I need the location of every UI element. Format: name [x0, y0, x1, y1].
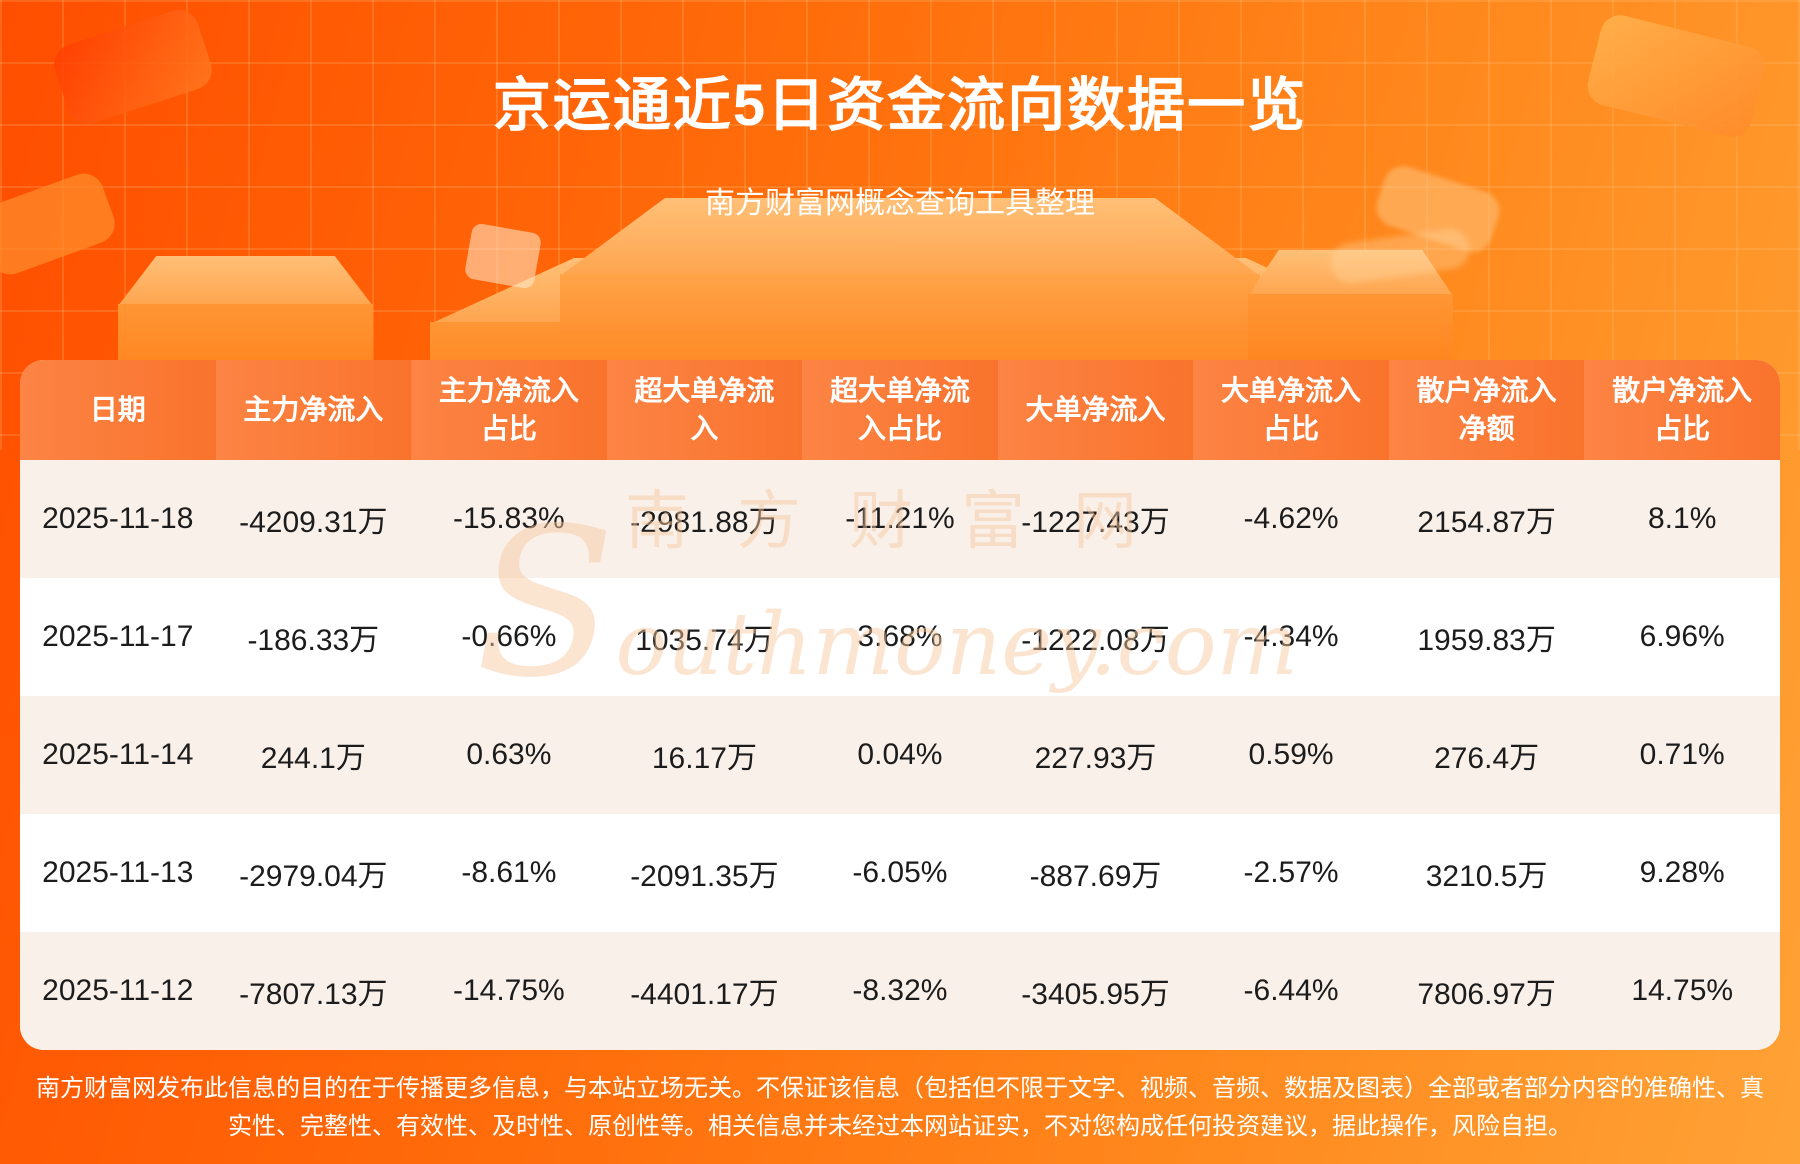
- value-cell: -4.34%: [1243, 620, 1339, 653]
- value-cell: -6.05%: [852, 856, 948, 889]
- value-cell: -1222.08万: [1021, 624, 1170, 657]
- fund-flow-table: 日期 主力净流入 主力净流入占比 超大单净流入 超大单净流入占比 大单净流入 大单净流入占比…: [20, 360, 1780, 1050]
- value-cell: 0.71%: [1639, 738, 1725, 771]
- value-cell: 3.68%: [857, 620, 943, 653]
- table-body: 2025-11-18 -4209.31万 -15.83% -2981.88万 -11.2…: [20, 460, 1780, 1050]
- value-cell: 7806.97万: [1417, 978, 1556, 1011]
- value-cell: 276.4万: [1434, 742, 1540, 775]
- column-header: 大单净流入占比: [1193, 360, 1389, 460]
- disclaimer-text: 南方财富网发布此信息的目的在于传播更多信息，与本站立场无关。不保证该信息（包括但…: [36, 1075, 1764, 1140]
- value-cell: -11.21%: [845, 502, 955, 535]
- column-header: 超大单净流入占比: [802, 360, 998, 460]
- decoration-shape: [463, 222, 543, 290]
- value-cell: -2981.88万: [630, 506, 779, 539]
- value-cell: -2979.04万: [239, 860, 388, 893]
- value-cell: 6.96%: [1639, 620, 1725, 653]
- value-cell: -6.44%: [1243, 974, 1339, 1007]
- podium-center-front-decoration: [560, 274, 1260, 334]
- column-header: 主力净流入: [215, 360, 412, 460]
- value-cell: 16.17万: [651, 742, 757, 775]
- value-cell: 3210.5万: [1425, 860, 1548, 893]
- value-cell: -2.57%: [1243, 856, 1339, 889]
- value-cell: -15.83%: [452, 502, 565, 535]
- value-cell: -887.69万: [1029, 860, 1162, 893]
- page-subtitle: 南方财富网概念查询工具整理: [705, 187, 1095, 220]
- table-row: 2025-11-12 -7807.13万 -14.75% -4401.17万 -8.32…: [20, 932, 1780, 1050]
- page-header: 京运通近5日资金流向数据一览 南方财富网概念查询工具整理: [0, 0, 1800, 222]
- date-cell: 2025-11-12: [42, 974, 194, 1007]
- value-cell: 1035.74万: [635, 624, 774, 657]
- value-cell: -8.32%: [852, 974, 948, 1007]
- date-cell: 2025-11-17: [42, 620, 194, 653]
- value-cell: -186.33万: [247, 624, 380, 657]
- value-cell: 0.04%: [857, 738, 943, 771]
- value-cell: -7807.13万: [239, 978, 388, 1011]
- value-cell: 1959.83万: [1417, 624, 1556, 657]
- value-cell: -4.62%: [1243, 502, 1339, 535]
- table-row: 2025-11-14 244.1万 0.63% 16.17万 0.04% 227.93万 0…: [20, 696, 1780, 814]
- value-cell: 227.93万: [1034, 742, 1157, 775]
- value-cell: -8.61%: [461, 856, 557, 889]
- value-cell: -3405.95万: [1021, 978, 1170, 1011]
- date-cell: 2025-11-18: [42, 502, 194, 535]
- page-title: 京运通近5日资金流向数据一览: [492, 73, 1308, 138]
- value-cell: 14.75%: [1631, 974, 1734, 1007]
- column-header: 超大单净流入: [606, 360, 803, 460]
- column-header: 大单净流入: [997, 360, 1194, 460]
- column-header: 散户净流入净额: [1388, 360, 1585, 460]
- date-cell: 2025-11-14: [42, 738, 194, 771]
- column-header: 日期: [20, 360, 216, 460]
- column-header: 主力净流入占比: [411, 360, 607, 460]
- value-cell: -1227.43万: [1021, 506, 1170, 539]
- value-cell: -2091.35万: [630, 860, 779, 893]
- value-cell: -14.75%: [452, 974, 565, 1007]
- table-row: 2025-11-13 -2979.04万 -8.61% -2091.35万 -6.05%…: [20, 814, 1780, 932]
- value-cell: 244.1万: [260, 742, 366, 775]
- table-header-row: 日期 主力净流入 主力净流入占比 超大单净流入 超大单净流入占比 大单净流入 大单净流入占比…: [20, 360, 1780, 460]
- date-cell: 2025-11-13: [42, 856, 194, 889]
- value-cell: 2154.87万: [1417, 506, 1556, 539]
- podium-left-top-decoration: [118, 256, 373, 306]
- value-cell: -4401.17万: [630, 978, 779, 1011]
- column-header: 散户净流入占比: [1584, 360, 1780, 460]
- value-cell: 0.63%: [466, 738, 552, 771]
- table-row: 2025-11-18 -4209.31万 -15.83% -2981.88万 -11.2…: [20, 460, 1780, 578]
- value-cell: 8.1%: [1647, 502, 1717, 535]
- table-row: 2025-11-17 -186.33万 -0.66% 1035.74万 3.68% -12…: [20, 578, 1780, 696]
- podium-center-top-decoration: [560, 198, 1260, 276]
- fund-flow-table-container: 日期 主力净流入 主力净流入占比 超大单净流入 超大单净流入占比 大单净流入 大单净流入占比…: [20, 360, 1780, 1050]
- value-cell: -0.66%: [461, 620, 557, 653]
- podium-right-top-decoration: [1248, 250, 1453, 296]
- value-cell: 9.28%: [1639, 856, 1725, 889]
- value-cell: -4209.31万: [239, 506, 388, 539]
- value-cell: 0.59%: [1248, 738, 1334, 771]
